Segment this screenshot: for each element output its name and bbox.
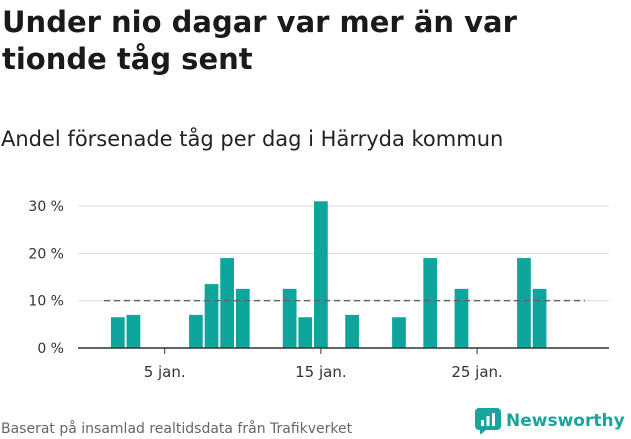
brand-name: Newsworthy (506, 411, 625, 431)
bar (235, 288, 250, 348)
x-tick-label: 15 jan. (295, 363, 347, 381)
bar (189, 314, 203, 348)
bar (517, 258, 531, 348)
x-tick-label: 25 jan. (451, 363, 503, 381)
bar (298, 317, 313, 348)
bars (110, 201, 547, 348)
bar-chart: 0 % 10 % 20 % 30 % 5 jan. 15 jan. 25 jan. (28, 199, 609, 381)
bar (532, 288, 547, 348)
axes: 0 % 10 % 20 % 30 % 5 jan. 15 jan. 25 jan. (28, 199, 609, 381)
source-note: Baserat på insamlad realtidsdata från Tr… (1, 421, 353, 437)
y-tick-label: 20 % (28, 246, 64, 262)
bar (345, 314, 359, 348)
bar (392, 317, 406, 348)
newsworthy-logo-icon (475, 408, 501, 434)
bar (314, 201, 328, 348)
x-tick-label: 5 jan. (144, 363, 186, 381)
y-tick-label: 30 % (28, 199, 64, 215)
y-tick-label: 0 % (37, 341, 64, 357)
bar (220, 258, 235, 348)
brand-logo: Newsworthy (475, 407, 625, 435)
bar (282, 288, 297, 348)
bar (454, 288, 469, 348)
chart-subtitle: Andel försenade tåg per dag i Härryda ko… (1, 127, 504, 151)
bar (423, 258, 438, 348)
bar (110, 317, 125, 348)
chart-title: Under nio dagar var mer än var tionde tå… (2, 5, 517, 76)
y-tick-label: 10 % (28, 294, 64, 310)
bar (126, 314, 141, 348)
bar (204, 284, 219, 348)
